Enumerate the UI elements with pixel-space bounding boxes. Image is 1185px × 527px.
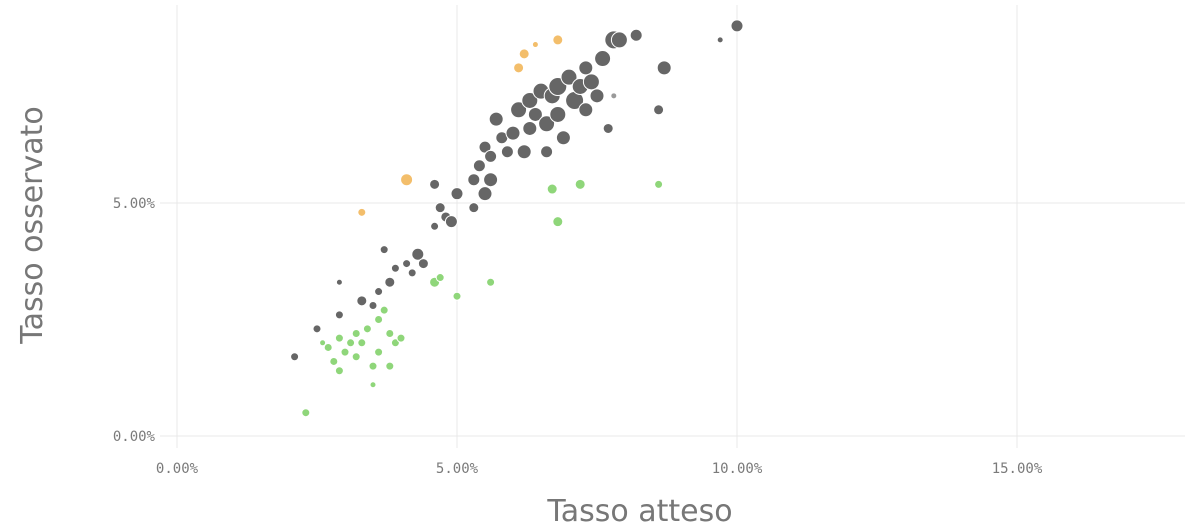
scatter-point (549, 105, 567, 123)
scatter-point (357, 338, 367, 348)
x-tick-label: 15.00% (992, 461, 1043, 477)
scatter-point (346, 338, 356, 348)
scatter-point (472, 159, 486, 173)
scatter-point (385, 361, 395, 371)
scatter-point (486, 277, 496, 287)
x-tick-label: 5.00% (436, 461, 479, 477)
scatter-point (629, 28, 643, 42)
scatter-point (384, 276, 396, 288)
scatter-point (610, 31, 628, 49)
scatter-point (379, 305, 389, 315)
scatter-point (351, 352, 361, 362)
scatter-point (374, 287, 384, 297)
scatter-point (574, 178, 586, 190)
scatter-point (594, 50, 612, 68)
scatter-point (334, 310, 344, 320)
scatter-point (335, 278, 343, 286)
scatter-point (396, 333, 406, 343)
scatter-point (369, 381, 377, 389)
scatter-point (478, 140, 492, 154)
scatter-point (340, 347, 350, 357)
y-tick-label: 0.00% (113, 429, 156, 445)
scatter-point (362, 324, 372, 334)
scatter-point (407, 268, 417, 278)
scatter-point (429, 178, 441, 190)
scatter-point (417, 258, 429, 270)
y-axis-title: Tasso osservato (15, 106, 50, 345)
scatter-point (730, 19, 744, 33)
scatter-point (467, 173, 481, 187)
scatter-point (351, 328, 361, 338)
scatter-point (434, 202, 446, 214)
scatter-point (552, 216, 564, 228)
x-tick-label: 0.00% (156, 461, 199, 477)
scatter-point (589, 88, 605, 104)
scatter-point (510, 101, 528, 119)
scatter-point (312, 324, 322, 334)
scatter-point (400, 173, 414, 187)
scatter-point (484, 149, 498, 163)
scatter-point (527, 106, 543, 122)
scatter-point (450, 187, 464, 201)
scatter-point (477, 186, 493, 202)
scatter-point (329, 356, 339, 366)
scatter-point (357, 207, 367, 217)
scatter-point (435, 273, 445, 283)
scatter-point (411, 247, 425, 261)
scatter-point (468, 202, 480, 214)
scatter-point (290, 352, 300, 362)
scatter-point (444, 215, 458, 229)
x-tick-label: 10.00% (712, 461, 763, 477)
scatter-point (610, 92, 618, 100)
scatter-point (518, 48, 530, 60)
scatter-point (368, 301, 378, 311)
scatter-point (483, 172, 499, 188)
scatter-point (555, 130, 571, 146)
scatter-point (552, 34, 564, 46)
scatter-point (531, 41, 539, 49)
scatter-point (379, 245, 389, 255)
scatter-point (334, 333, 344, 343)
scatter-point (602, 122, 614, 134)
scatter-point (522, 120, 538, 136)
scatter-point (578, 60, 594, 76)
scatter-point (430, 221, 440, 231)
tick-labels: 0.00%5.00%10.00%15.00%0.00%5.00%10.00%15… (113, 196, 1043, 477)
scatter-point (374, 315, 384, 324)
scatter-point (516, 144, 532, 160)
scatter-point (653, 104, 665, 116)
scatter-point (582, 73, 600, 91)
scatter-point (513, 62, 525, 74)
scatter-point (560, 68, 578, 86)
scatter-point (402, 259, 412, 269)
scatter-point (374, 347, 384, 357)
scatter-point (334, 366, 344, 376)
scatter-point (521, 91, 539, 109)
scatter-point (301, 408, 311, 418)
scatter-point (323, 342, 333, 352)
scatter-point (578, 102, 594, 118)
scatter-point (654, 179, 664, 189)
scatter-point (505, 125, 521, 141)
scatter-point (540, 145, 554, 159)
y-tick-label: 5.00% (113, 196, 156, 212)
x-axis-title: Tasso atteso (546, 494, 732, 527)
scatter-point (368, 361, 378, 371)
grid-lines (160, 5, 1185, 448)
scatter-point (538, 115, 556, 133)
data-points (290, 19, 744, 418)
scatter-point (488, 111, 504, 127)
scatter-point (656, 60, 672, 76)
scatter-point (452, 291, 462, 301)
scatter-point (356, 295, 368, 307)
scatter-point (546, 183, 558, 195)
scatter-point (500, 145, 514, 159)
scatter-point (390, 263, 400, 273)
scatter-point (385, 328, 395, 338)
scatter-point (716, 36, 724, 44)
scatter-point (319, 339, 327, 347)
